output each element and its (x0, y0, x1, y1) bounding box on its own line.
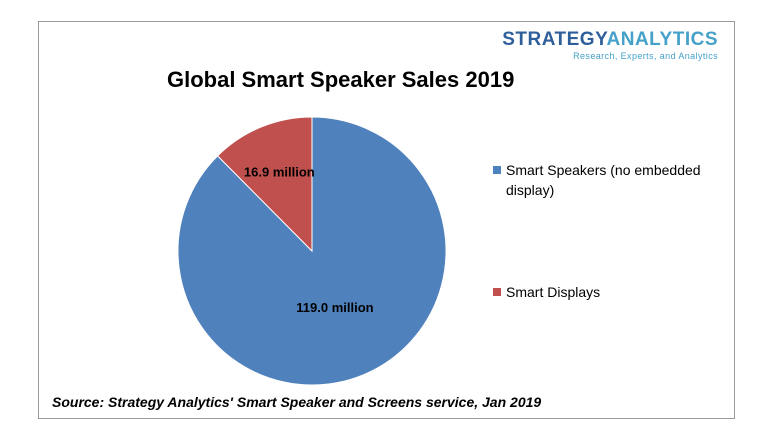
legend-item-1: Smart Speakers (no embedded display) (493, 160, 721, 200)
pie-chart: 119.0 million 16.9 million (177, 116, 447, 386)
pie-slice-2 (216, 116, 313, 253)
legend-swatch (493, 166, 501, 174)
brand-logo: STRATEGYANALYTICS Research, Experts, and… (502, 30, 718, 62)
source-note: Source: Strategy Analytics' Smart Speake… (52, 394, 542, 410)
legend-item-2: Smart Displays (493, 282, 721, 302)
brand-name-part1: STRATEGY (502, 29, 607, 50)
pie-slice-label-2: 16.9 million (244, 165, 315, 180)
chart-frame: STRATEGYANALYTICS Research, Experts, and… (38, 21, 735, 419)
brand-name: STRATEGYANALYTICS (502, 30, 718, 50)
brand-name-part2: ANALYTICS (606, 29, 718, 50)
pie-slice-label-1: 119.0 million (296, 300, 373, 315)
legend-swatch (493, 288, 501, 296)
legend-label: Smart Speakers (no embedded display) (506, 162, 701, 198)
brand-tagline: Research, Experts, and Analytics (573, 51, 718, 61)
chart-title: Global Smart Speaker Sales 2019 (167, 67, 515, 92)
legend-label: Smart Displays (506, 284, 601, 300)
